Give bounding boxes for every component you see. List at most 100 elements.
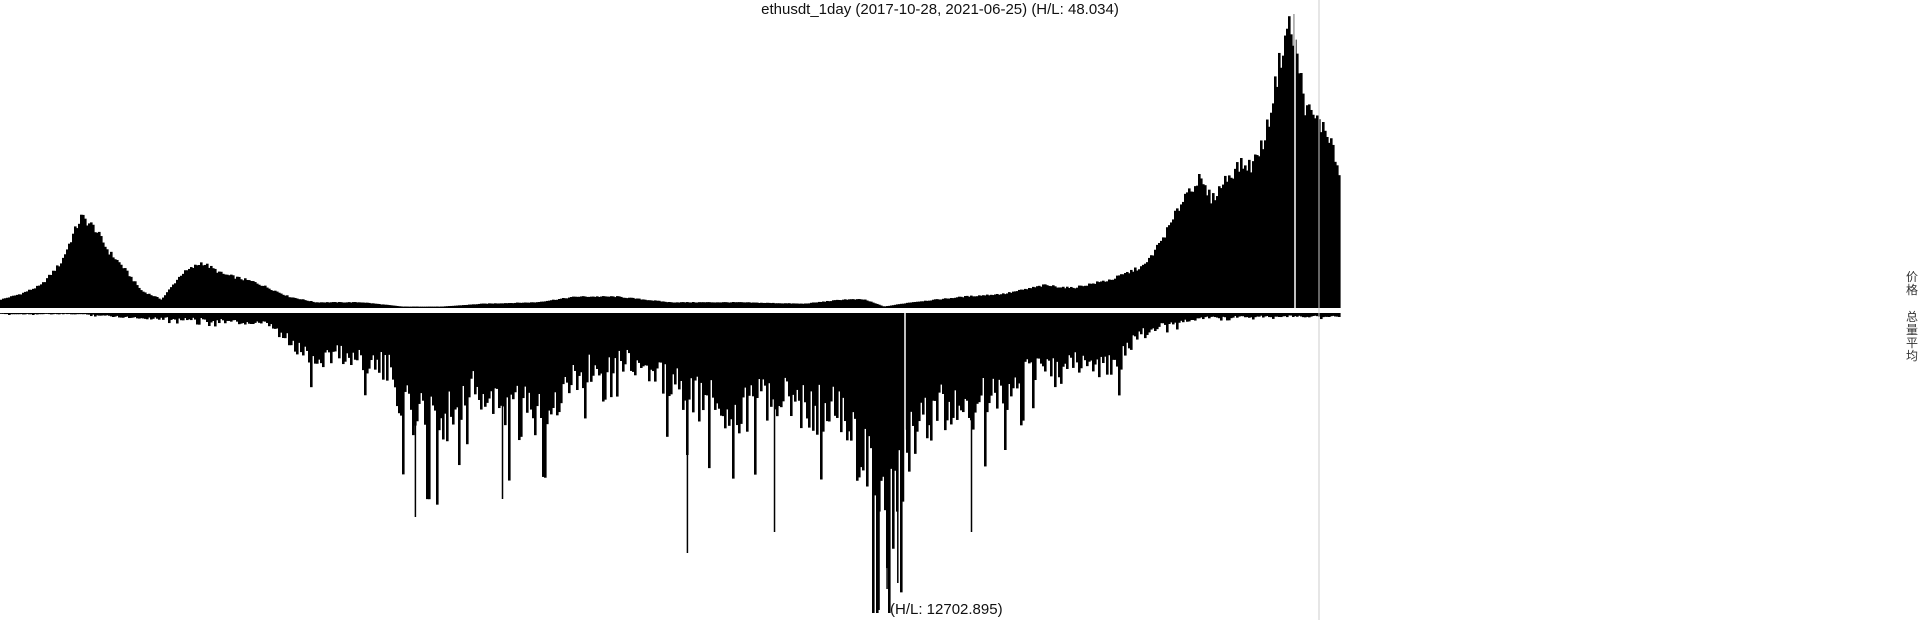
price-bar xyxy=(1072,287,1075,308)
volume-bar xyxy=(1242,313,1245,317)
volume-bar xyxy=(1126,313,1129,343)
volume-bar xyxy=(1288,313,1291,316)
volume-bar xyxy=(506,313,509,398)
volume-bar xyxy=(1278,313,1281,317)
price-bar xyxy=(1078,285,1081,308)
volume-bar xyxy=(1188,313,1191,322)
price-bar xyxy=(270,290,273,308)
price-bar xyxy=(312,301,315,308)
volume-bar xyxy=(440,313,443,419)
price-bar xyxy=(762,302,765,308)
volume-bar xyxy=(1160,313,1163,324)
price-bar xyxy=(848,299,851,308)
price-bar xyxy=(400,306,403,308)
volume-bar xyxy=(84,313,87,315)
price-bar xyxy=(42,282,45,308)
price-bar xyxy=(354,302,357,308)
price-bar xyxy=(688,302,691,308)
volume-bar xyxy=(828,313,831,422)
price-bar xyxy=(620,296,623,308)
volume-bar xyxy=(664,313,667,365)
price-bar xyxy=(250,280,253,308)
volume-bar xyxy=(432,313,435,406)
volume-bar xyxy=(1024,313,1027,362)
volume-bar xyxy=(672,313,675,375)
volume-bar xyxy=(820,313,823,480)
price-bar xyxy=(810,302,813,308)
price-bar xyxy=(70,242,73,308)
volume-bar xyxy=(624,313,627,365)
price-bar xyxy=(1232,178,1235,308)
price-bar xyxy=(544,301,547,308)
volume-bar xyxy=(1090,313,1093,361)
volume-bar xyxy=(1178,313,1181,323)
volume-bar xyxy=(446,313,449,442)
price-bar xyxy=(766,302,769,308)
price-bar xyxy=(276,291,279,308)
volume-bar xyxy=(468,313,471,398)
price-bar xyxy=(992,295,995,308)
volume-bar xyxy=(1244,313,1247,318)
volume-bar xyxy=(762,313,765,380)
price-bar xyxy=(882,306,885,308)
volume-bar xyxy=(438,313,441,431)
volume-bar xyxy=(930,313,933,441)
volume-bar xyxy=(514,313,517,393)
price-bar xyxy=(126,270,129,308)
price-bar xyxy=(34,288,37,308)
volume-bar xyxy=(922,313,925,415)
price-bar xyxy=(978,295,981,308)
volume-bar xyxy=(768,313,771,384)
volume-bar xyxy=(986,313,989,413)
price-bar xyxy=(288,297,291,308)
price-bar xyxy=(714,302,717,308)
volume-bar xyxy=(348,313,351,358)
volume-bar xyxy=(1214,313,1217,318)
price-bar xyxy=(200,262,203,308)
volume-bar xyxy=(1064,313,1067,364)
volume-bar xyxy=(824,313,827,404)
price-bar xyxy=(1128,273,1131,308)
price-bar xyxy=(68,243,71,308)
price-bar xyxy=(1160,240,1163,308)
price-bar xyxy=(1214,200,1217,308)
price-bar xyxy=(328,302,331,308)
price-bar xyxy=(952,298,955,308)
volume-bar xyxy=(542,313,545,477)
volume-bar xyxy=(792,313,795,395)
volume-bar xyxy=(562,313,565,385)
price-bar xyxy=(88,223,91,308)
volume-bar xyxy=(312,313,315,357)
volume-bar xyxy=(1198,313,1201,319)
volume-bar xyxy=(916,313,919,432)
price-bar xyxy=(1194,186,1197,308)
price-bar xyxy=(890,305,893,308)
volume-bar xyxy=(422,313,425,401)
price-bar xyxy=(1138,269,1141,308)
volume-bar xyxy=(622,313,625,372)
price-bar xyxy=(1260,140,1263,308)
volume-bar xyxy=(1086,313,1089,367)
volume-bar xyxy=(1038,313,1041,359)
volume-bar xyxy=(662,313,665,394)
price-bar xyxy=(1012,291,1015,308)
price-bar xyxy=(706,302,709,308)
volume-bar xyxy=(238,313,241,325)
price-bar xyxy=(108,254,111,308)
volume-bar xyxy=(1112,313,1115,360)
price-bar xyxy=(492,303,495,308)
price-bar xyxy=(880,305,883,308)
volume-bar xyxy=(1186,313,1189,322)
volume-bar xyxy=(1326,313,1329,317)
price-bar xyxy=(752,302,755,308)
price-bar xyxy=(830,301,833,308)
price-bar xyxy=(374,303,377,308)
volume-bar xyxy=(880,313,883,481)
price-bar xyxy=(1092,283,1095,308)
price-bar xyxy=(674,302,677,308)
price-bar xyxy=(776,303,779,308)
price-bar xyxy=(712,302,715,308)
price-bar xyxy=(566,298,569,308)
price-bar xyxy=(986,294,989,308)
volume-bar xyxy=(752,313,755,397)
